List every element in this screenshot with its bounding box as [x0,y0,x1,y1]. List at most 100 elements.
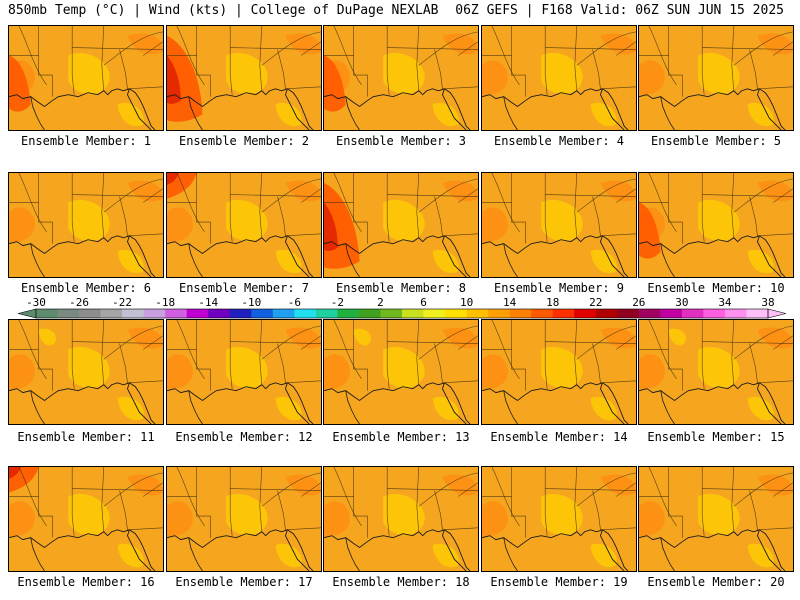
colorbar-tick-label: 30 [675,297,688,309]
map-panel [323,25,479,131]
colorbar-swatch [143,309,166,318]
map-panel [166,172,322,278]
colorbar-tick-label: 26 [632,297,645,309]
colorbar-swatch [552,309,575,318]
colorbar-swatch [251,309,274,318]
temperature-field-map [639,173,793,277]
colorbar-tick-label: -10 [241,297,261,309]
temperature-field-map [167,173,321,277]
ensemble-member-label: Ensemble Member: 15 [647,430,785,444]
ensemble-member-label: Ensemble Member: 14 [490,430,628,444]
map-panel [481,466,637,572]
temperature-field-map [9,173,163,277]
temperature-field-map [9,320,163,424]
colorbar-tick-label: -2 [331,297,344,309]
ensemble-member-label: Ensemble Member: 6 [20,281,152,295]
colorbar-swatch [186,309,209,318]
ensemble-member-label: Ensemble Member: 19 [490,575,628,589]
colorbar-swatch [315,309,338,318]
colorbar-tick-label: 14 [503,297,517,309]
map-panel [323,172,479,278]
colorbar-swatch [638,309,661,318]
ensemble-member-label: Ensemble Member: 2 [178,134,310,148]
colorbar-swatch [681,309,704,318]
valid-time-label: 06Z GEFS | F168 Valid: 06Z SUN JUN 15 20… [455,3,784,18]
colorbar-max-arrow [767,308,787,319]
colorbar-swatch [445,309,467,318]
map-panel [166,319,322,425]
colorbar-swatch [100,309,123,318]
colorbar-swatch [595,309,618,318]
temperature-field-map [639,26,793,130]
temperature-field-map [482,173,636,277]
map-panel [323,319,479,425]
colorbar-swatch [165,309,188,318]
colorbar-swatch [36,309,58,318]
temperature-field-map [167,467,321,571]
colorbar-swatch [423,309,446,318]
colorbar-swatch [337,309,360,318]
ensemble-member-label: Ensemble Member: 17 [175,575,313,589]
temperature-field-map [482,26,636,130]
map-panel [166,466,322,572]
ensemble-member-label: Ensemble Member: 7 [178,281,310,295]
ensemble-member-label: Ensemble Member: 5 [650,134,782,148]
colorbar-tick-label: 34 [718,297,732,309]
temperature-field-map [324,26,478,130]
ensemble-member-label: Ensemble Member: 16 [17,575,155,589]
colorbar-min-arrow [17,308,37,319]
colorbar-swatch [79,309,101,318]
colorbar-swatch [229,309,252,318]
colorbar-tick-label: 38 [761,297,774,309]
temperature-field-map [324,173,478,277]
temperature-field-map [482,320,636,424]
temperature-field-map [9,26,163,130]
temperature-field-map [167,320,321,424]
colorbar-swatch [208,309,231,318]
chart-title: 850mb Temp (°C) | Wind (kts) | College o… [8,3,439,18]
map-panel [8,319,164,425]
colorbar-swatch [746,309,769,318]
colorbar-swatch [703,309,726,318]
temperature-field-map [639,320,793,424]
ensemble-member-label: Ensemble Member: 10 [647,281,785,295]
colorbar-swatch [724,309,747,318]
colorbar-swatch [358,309,381,318]
ensemble-member-label: Ensemble Member: 4 [493,134,625,148]
map-panel [8,466,164,572]
colorbar-tick-label: 18 [546,297,559,309]
map-panel [638,172,794,278]
colorbar-swatch [402,309,424,318]
ensemble-member-label: Ensemble Member: 1 [20,134,152,148]
temperature-field-map [324,467,478,571]
colorbar-tick-label: -6 [288,297,301,309]
colorbar-tick-label: 22 [589,297,602,309]
colorbar-swatch [531,309,554,318]
ensemble-member-label: Ensemble Member: 9 [493,281,625,295]
colorbar-swatch [574,309,597,318]
colorbar-tick-label: 6 [420,297,427,309]
colorbar-swatch [122,309,144,318]
ensemble-member-label: Ensemble Member: 8 [335,281,467,295]
temperature-field-map [639,467,793,571]
colorbar-swatch [57,309,80,318]
colorbar-tick-label: 2 [377,297,384,309]
ensemble-member-label: Ensemble Member: 3 [335,134,467,148]
map-panel [323,466,479,572]
temperature-colorbar: -30 -26 -22 -18 -14 -10 -6 -2 2 6 10 14 18 22 26 30 34 38… [17,297,787,319]
map-panel [638,319,794,425]
colorbar-tick-label: 10 [460,297,473,309]
colorbar-tick-label: -30 [26,297,46,309]
temperature-field-map [324,320,478,424]
colorbar-swatch [272,309,295,318]
temperature-field-map [9,467,163,571]
colorbar-swatch [509,309,532,318]
colorbar-swatch [466,309,489,318]
colorbar-tick-label: -14 [198,297,218,309]
map-panel [481,25,637,131]
map-panel [481,172,637,278]
ensemble-member-label: Ensemble Member: 12 [175,430,313,444]
map-panel [481,319,637,425]
map-panel [8,25,164,131]
colorbar-swatch [294,309,317,318]
